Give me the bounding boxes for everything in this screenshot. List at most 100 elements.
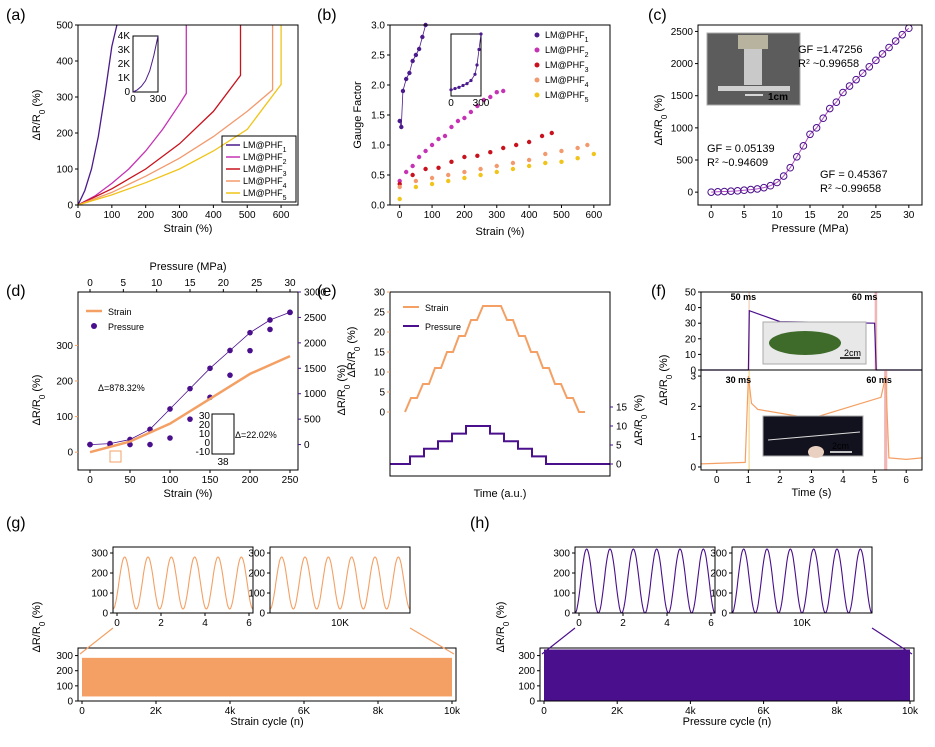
label-sub: 0 (38, 621, 47, 626)
y-tick-label: 50 (685, 288, 697, 299)
highlight-band (874, 292, 878, 370)
finger-shape (808, 446, 824, 458)
data-point (416, 154, 422, 160)
data-point (510, 160, 516, 166)
data-point (526, 163, 532, 169)
zoom-connector (79, 627, 114, 655)
r2-part: R (798, 58, 806, 70)
strain-line (89, 354, 291, 454)
legend-marker (534, 62, 540, 68)
legend-label: LM@PHF5 (243, 188, 287, 202)
data-point (442, 133, 448, 139)
legend-pressure-label: Pressure (108, 322, 144, 332)
data-point (766, 181, 775, 190)
inset-y-tick: 20 (199, 420, 211, 431)
y-tick-label: 1000 (304, 389, 327, 400)
y-tick-label: 20 (374, 328, 386, 339)
y-tick-label: 0 (564, 609, 570, 620)
legend-sub: 3 (283, 171, 287, 178)
data-point (858, 69, 867, 78)
label-part: ΔR/R (633, 419, 645, 445)
y-tick-label: 10 (685, 350, 697, 361)
x-tick-label: 100 (104, 210, 121, 221)
y-tick-label: 0 (102, 609, 108, 620)
label-sub: 0 (640, 414, 649, 419)
x-tick-label: 10 (771, 210, 783, 221)
x-axis-label: Strain (%) (164, 488, 213, 500)
y-axis-label: ΔR/R0 (%) (633, 395, 649, 446)
data-point (543, 151, 548, 157)
inset-x-tick: 300 (150, 94, 167, 105)
legend-label: LM@PHF1 (243, 140, 287, 154)
fit-line (711, 27, 910, 193)
x-tick-label: 2 (158, 618, 164, 629)
legend-marker (534, 32, 540, 38)
x-tick-label: 150 (202, 475, 219, 486)
strain-line (404, 305, 585, 413)
data-point (526, 139, 532, 145)
legend-label: LM@PHF4 (545, 75, 589, 89)
r2-part: ~0.99658 (810, 58, 859, 70)
y-tick-label: 0 (67, 448, 73, 459)
panel-label-d: (d) (6, 283, 26, 300)
x-axis-label: Strain cycle (n) (230, 716, 303, 728)
data-point (559, 148, 564, 154)
data-point (410, 163, 415, 169)
y-tick-label: 100 (56, 681, 73, 692)
data-point (413, 178, 419, 184)
x-tick-label: 0 (576, 618, 582, 629)
series-1 (397, 22, 428, 130)
data-point (812, 124, 821, 132)
y-tick-label: 200 (56, 666, 73, 677)
legend-label: LM@PHF5 (545, 90, 589, 104)
y-tick-label: 15 (374, 348, 386, 359)
r2-part: ~0.94609 (719, 157, 768, 169)
data-point (878, 50, 887, 58)
data-point (475, 103, 480, 109)
y-tick-label: 200 (248, 569, 265, 580)
panel-a: 0 100 200 300 400 500 6000100200300400500Strai… (31, 21, 299, 235)
r2-part: ~0.99658 (832, 183, 881, 195)
pressure-point-return (187, 416, 193, 422)
delta-strain: Δ=22.02% (235, 430, 277, 440)
label-sub: 0 (502, 621, 511, 626)
x-axis-label: Strain (%) (164, 223, 213, 235)
y-tick-label: 0 (616, 460, 622, 471)
x-tick-label: 5 (872, 475, 878, 486)
data-point (436, 136, 441, 142)
label-part: (%) (653, 95, 665, 115)
data-point (905, 24, 913, 33)
data-point (760, 183, 768, 192)
y-tick-label: 300 (56, 651, 73, 662)
inset-y-tick: -10 (196, 447, 211, 458)
inset-frame (450, 33, 482, 97)
y-tick-label: 200 (56, 129, 73, 140)
x-tick-label: 250 (282, 475, 299, 486)
label-part: (%) (31, 90, 43, 110)
y-axis-label: ΔR/R0 (%) (653, 95, 669, 146)
y-tick-label: 200 (518, 666, 535, 677)
inset-y-tick: 30 (199, 411, 211, 422)
label-part: (%) (31, 375, 43, 395)
inset-point (477, 47, 481, 52)
r2-annotation: R2 ~0.94609 (707, 157, 768, 169)
panel-label-g: (g) (6, 515, 26, 532)
y-tick-label: 10 (374, 368, 386, 379)
y-tick-label: 1500 (304, 364, 327, 375)
x-tick-label: 4k (225, 706, 237, 717)
y-tick-label: 500 (304, 415, 321, 426)
data-point (773, 178, 781, 187)
zoom-box (109, 450, 122, 463)
y-tick-label: 1500 (671, 91, 694, 102)
inset-y-tick: 0 (204, 438, 210, 449)
data-point (481, 97, 487, 103)
series-line-4 (77, 25, 274, 206)
legend-part: LM@PHF (243, 188, 283, 198)
x-axis-label: Time (s) (792, 487, 832, 499)
legend-part: LM@PHF (243, 152, 283, 162)
y-tick-label: 2.5 (371, 51, 385, 62)
panel-label-f: (f) (651, 283, 666, 300)
x-tick-label: 100 (424, 210, 441, 221)
gf-annotation: GF = 0.45367 (820, 169, 888, 181)
